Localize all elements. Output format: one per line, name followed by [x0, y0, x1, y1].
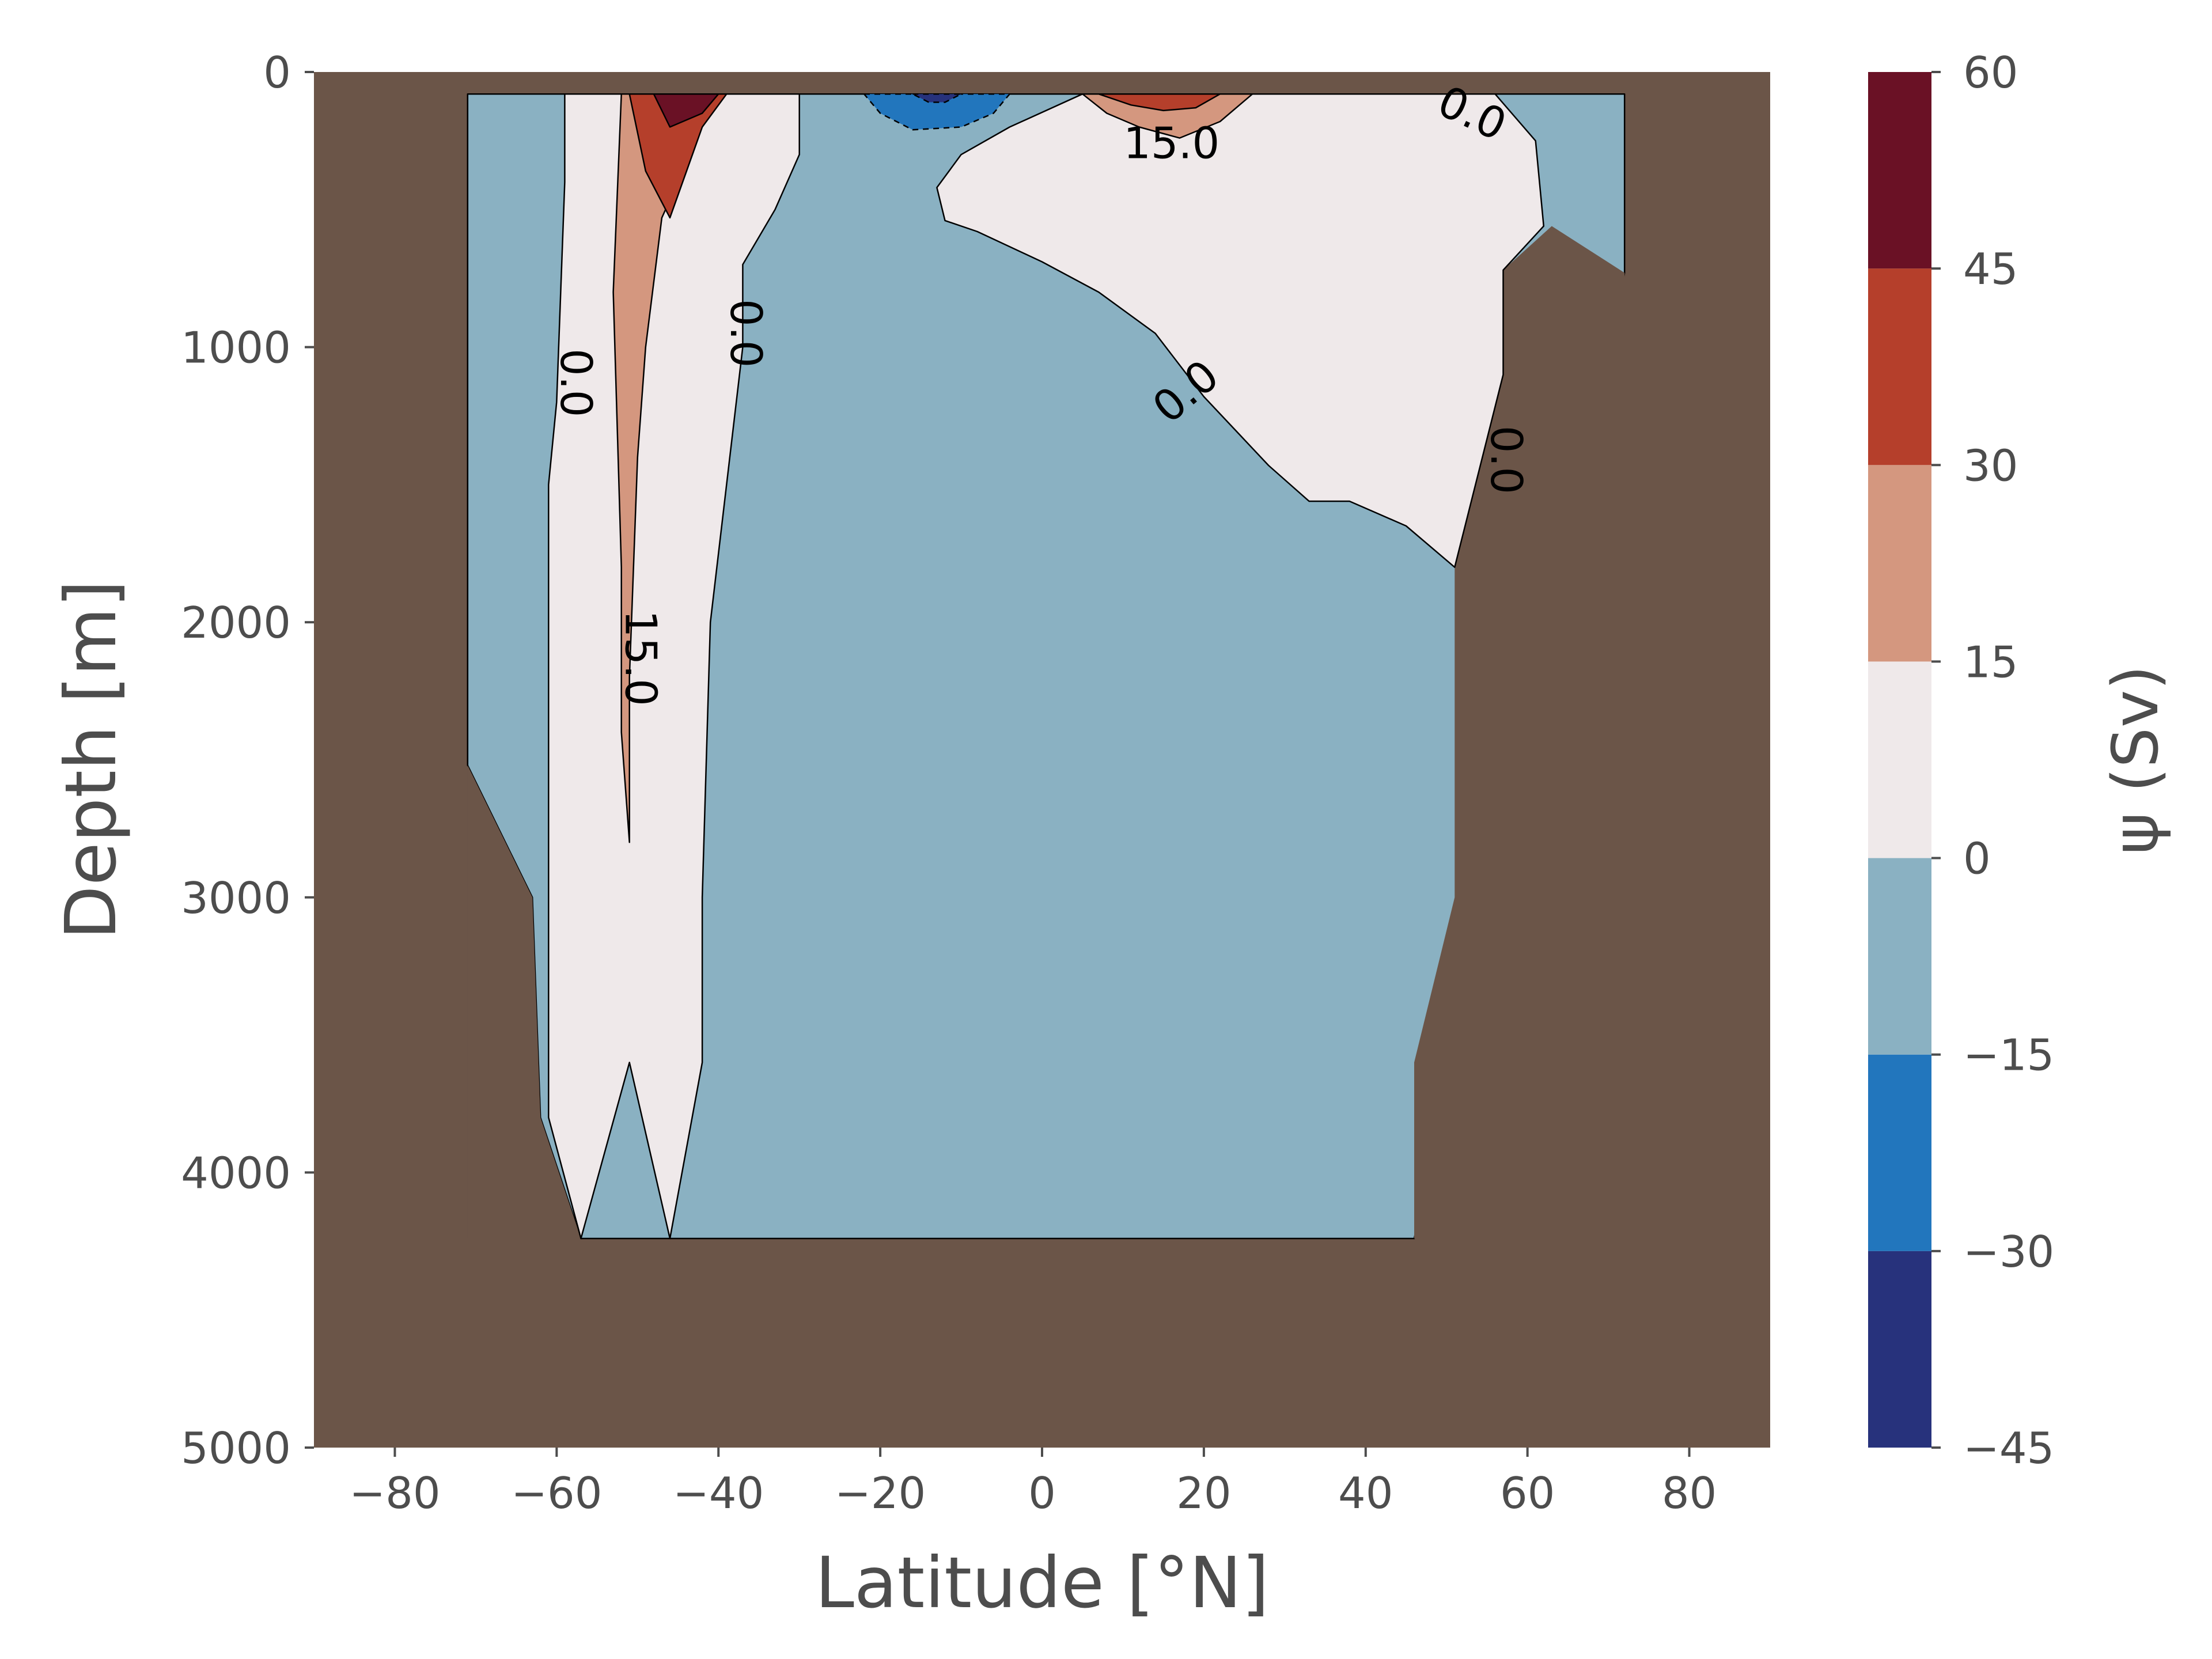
colorbar-segment	[1868, 1251, 1931, 1448]
colorbar-segment	[1868, 858, 1931, 1055]
contour-label: 0.0	[1481, 426, 1532, 494]
colorbar-tick-label: 30	[1963, 440, 2018, 491]
colorbar-segment	[1868, 268, 1931, 465]
colorbar: −45 −30 −15 0 15 30 45 60	[1868, 47, 2054, 1474]
x-tick-label: 40	[1338, 1468, 1393, 1518]
contour-label: 15.0	[615, 610, 666, 706]
colorbar-tick-label: −15	[1963, 1030, 2054, 1081]
colorbar-tick-label: 60	[1963, 47, 2018, 98]
contour-region-north-30-contour	[1098, 93, 1221, 112]
y-tick-label: 0	[263, 47, 291, 98]
contour-region-south-45-contour	[653, 93, 719, 128]
colorbar-segment	[1868, 661, 1931, 858]
contour-region-deep-land-east	[1414, 226, 1625, 1238]
x-tick-label: 20	[1176, 1468, 1231, 1518]
contour-region-north-15-contour	[1081, 93, 1253, 139]
colorbar-tick-label: 0	[1963, 834, 1991, 884]
y-tick-label: 5000	[181, 1423, 291, 1474]
colorbar-tick-label: −45	[1963, 1423, 2054, 1474]
plot-area: 0.00.015.015.00.00.00.0	[314, 72, 1770, 1448]
contour-region-equatorial-negative-core	[912, 93, 962, 103]
x-tick-label: 0	[1028, 1468, 1056, 1518]
contour-region-deep-land-west	[467, 765, 581, 1238]
contour-label: 0.0	[721, 299, 771, 368]
y-tick-label: 1000	[181, 323, 291, 373]
x-tick-label: −80	[349, 1468, 440, 1518]
colorbar-tick-label: 15	[1963, 637, 2018, 687]
x-axis: −80 −60 −40 −20 0 20 40 60 80	[349, 1448, 1717, 1518]
colorbar-tick-label: −30	[1963, 1226, 2054, 1277]
y-tick-label: 4000	[181, 1147, 291, 1198]
contour-region-equatorial-negative	[863, 93, 1011, 131]
x-tick-label: −20	[835, 1468, 926, 1518]
contour-label: 0.0	[551, 349, 601, 417]
y-tick-label: 3000	[181, 873, 291, 923]
x-tick-label: 60	[1500, 1468, 1555, 1518]
colorbar-title: ψ (Sv)	[2099, 665, 2172, 854]
colorbar-segment	[1868, 465, 1931, 662]
contour-region-north-positive-band	[936, 93, 1545, 568]
x-tick-label: −40	[673, 1468, 764, 1518]
y-axis: 0 1000 2000 3000 4000 5000	[181, 47, 314, 1474]
x-axis-title: Latitude [°N]	[815, 1542, 1269, 1624]
x-tick-label: −60	[511, 1468, 602, 1518]
colorbar-segment	[1868, 72, 1931, 269]
y-axis-title: Depth [m]	[50, 580, 132, 940]
contour-label: 15.0	[1123, 118, 1219, 169]
colorbar-segment	[1868, 1054, 1931, 1251]
contour-fill-regions	[467, 93, 1626, 1240]
y-tick-label: 2000	[181, 597, 291, 648]
colorbar-tick-label: 45	[1963, 244, 2018, 294]
x-tick-label: 80	[1662, 1468, 1717, 1518]
